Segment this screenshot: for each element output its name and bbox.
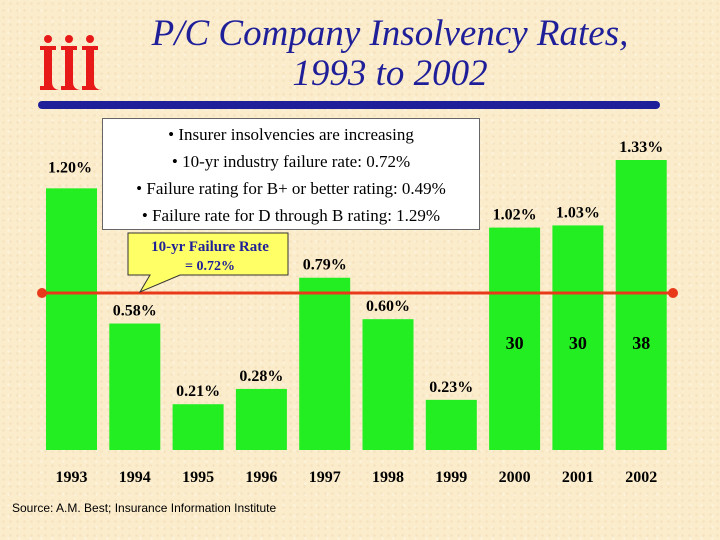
- callout-line-1: 10-yr Failure Rate: [151, 239, 269, 255]
- bar: [552, 225, 604, 450]
- x-tick-label: 2001: [562, 469, 594, 486]
- page-title: P/C Company Insolvency Rates, 1993 to 20…: [100, 14, 680, 94]
- data-label: 1.33%: [619, 139, 663, 156]
- count-label: 38: [632, 333, 650, 353]
- x-tick-label: 2000: [499, 469, 531, 486]
- count-label: 30: [506, 333, 524, 353]
- bar: [615, 160, 667, 450]
- bullet-item: • Insurer insolvencies are increasing: [168, 125, 414, 144]
- bar: [172, 404, 224, 450]
- x-tick-label: 1997: [309, 469, 341, 486]
- bar: [109, 323, 161, 450]
- data-label: 0.58%: [113, 303, 157, 320]
- title-line-1: P/C Company Insolvency Rates,: [151, 13, 629, 54]
- key-points-box: • Insurer insolvencies are increasing • …: [102, 118, 480, 230]
- x-tick-label: 1995: [182, 469, 214, 486]
- bar: [489, 227, 541, 450]
- bullet-item: • Failure rating for B+ or better rating…: [136, 179, 446, 198]
- data-label: 1.03%: [556, 204, 600, 221]
- bar: [235, 388, 287, 450]
- bullet-item: • 10-yr industry failure rate: 0.72%: [171, 152, 411, 171]
- bar: [46, 188, 97, 450]
- reference-line-endpoint: [37, 288, 47, 298]
- data-label: 0.23%: [429, 379, 473, 396]
- x-tick-label: 1999: [435, 469, 467, 486]
- data-label: 1.02%: [493, 207, 537, 224]
- title-line-2: 1993 to 2002: [292, 53, 488, 94]
- source-note: Source: A.M. Best; Insurance Information…: [12, 501, 277, 515]
- bar: [425, 399, 477, 450]
- x-tick-label: 1998: [372, 469, 404, 486]
- reference-line-endpoint: [668, 288, 678, 298]
- x-tick-label: 1994: [119, 469, 151, 486]
- data-label: 0.21%: [176, 383, 220, 400]
- bar: [362, 319, 414, 450]
- x-tick-label: 1993: [56, 469, 88, 486]
- data-label: 0.79%: [303, 257, 347, 274]
- data-label: 1.20%: [48, 159, 92, 176]
- bullet-item: • Failure rate for D through B rating: 1…: [141, 206, 441, 225]
- data-label: 0.60%: [366, 298, 410, 315]
- title-rule: [38, 101, 660, 109]
- x-tick-label: 2002: [625, 469, 657, 486]
- iii-logo-icon: [38, 34, 102, 97]
- data-label: 0.28%: [239, 368, 283, 385]
- x-tick-label: 1996: [245, 469, 277, 486]
- callout-line-2: = 0.72%: [185, 259, 235, 274]
- bar: [299, 277, 351, 450]
- count-label: 30: [569, 333, 587, 353]
- callout-box: [127, 232, 289, 294]
